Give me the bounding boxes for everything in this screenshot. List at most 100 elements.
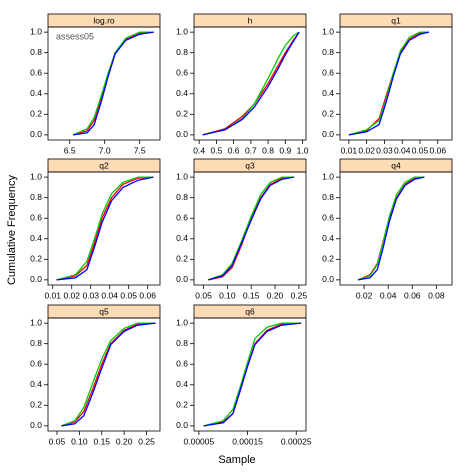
ecdf-line xyxy=(348,31,430,136)
x-tick-label: 0.06 xyxy=(404,290,421,300)
panel-frame xyxy=(339,171,453,286)
ecdf-line xyxy=(348,31,429,136)
panel-title: q4 xyxy=(391,160,401,170)
ecdf-line xyxy=(202,31,300,136)
y-tick-label: 0.2 xyxy=(176,400,188,410)
x-tick-label: 0.00015 xyxy=(232,436,263,446)
y-tick-label: 0.6 xyxy=(322,67,334,77)
y-tick-label: 0.8 xyxy=(30,192,42,202)
x-tick-label: 0.4 xyxy=(193,145,205,155)
x-tick-label: 0.02 xyxy=(63,290,80,300)
y-tick-label: 0.8 xyxy=(30,47,42,57)
ecdf-line xyxy=(203,322,302,427)
ecdf-line xyxy=(73,31,154,136)
annotation: assess05 xyxy=(56,31,94,41)
y-tick-label: 0.8 xyxy=(322,47,334,57)
x-axis-label: Sample xyxy=(218,454,255,466)
panel-title: log.ro xyxy=(93,15,115,25)
y-tick-label: 0.8 xyxy=(176,338,188,348)
y-tick-label: 0.4 xyxy=(30,379,42,389)
panel-frame xyxy=(193,26,307,141)
x-tick-label: 0.10 xyxy=(219,290,236,300)
panel-title: q5 xyxy=(99,306,109,316)
panel-frame xyxy=(193,171,307,286)
x-tick-label: 0.06 xyxy=(139,290,156,300)
y-tick-label: 0.4 xyxy=(176,379,188,389)
ecdf-line xyxy=(357,176,425,281)
x-tick-label: 0.15 xyxy=(93,436,110,446)
y-tick-label: 1.0 xyxy=(30,317,42,327)
y-tick-label: 0.2 xyxy=(176,109,188,119)
y-tick-label: 0.2 xyxy=(30,254,42,264)
panel-title: q6 xyxy=(245,306,255,316)
x-tick-label: 0.08 xyxy=(428,290,445,300)
x-tick-label: 0.00025 xyxy=(281,436,312,446)
ecdf-line xyxy=(357,176,425,281)
ecdf-line xyxy=(357,176,425,281)
x-tick-label: 0.04 xyxy=(380,290,397,300)
panel-frame xyxy=(47,171,161,286)
ecdf-line xyxy=(72,31,154,136)
ecdf-line xyxy=(202,31,300,136)
x-tick-label: 0.5 xyxy=(210,145,222,155)
y-tick-label: 0.4 xyxy=(322,233,334,243)
x-tick-label: 0.20 xyxy=(116,436,133,446)
panel-title: h xyxy=(248,15,253,25)
ecdf-line xyxy=(203,322,302,427)
y-tick-label: 0.2 xyxy=(30,109,42,119)
y-tick-label: 0.8 xyxy=(322,192,334,202)
y-tick-label: 0.4 xyxy=(30,88,42,98)
y-tick-label: 0.8 xyxy=(176,47,188,57)
x-tick-label: 0.25 xyxy=(291,290,308,300)
y-tick-label: 0.0 xyxy=(30,420,42,430)
ecdf-line xyxy=(61,322,156,427)
x-tick-label: 1.0 xyxy=(297,145,309,155)
y-tick-label: 0.4 xyxy=(176,233,188,243)
y-axis-label: Cumulative Frequency xyxy=(6,174,18,285)
x-tick-label: 0.02 xyxy=(356,290,373,300)
x-tick-label: 0.20 xyxy=(267,290,284,300)
y-tick-label: 0.0 xyxy=(176,129,188,139)
ecdf-line xyxy=(56,176,154,281)
x-tick-label: 0.03 xyxy=(376,145,393,155)
y-tick-label: 0.2 xyxy=(30,400,42,410)
y-tick-label: 0.0 xyxy=(30,129,42,139)
y-tick-label: 0.6 xyxy=(176,67,188,77)
x-tick-label: 0.04 xyxy=(101,290,118,300)
y-tick-label: 1.0 xyxy=(322,171,334,181)
y-tick-label: 0.4 xyxy=(176,88,188,98)
y-tick-label: 0.2 xyxy=(322,109,334,119)
ecdf-line xyxy=(202,31,300,136)
y-tick-label: 0.6 xyxy=(322,212,334,222)
ecdf-line xyxy=(203,322,302,427)
y-tick-label: 1.0 xyxy=(176,317,188,327)
y-tick-label: 0.0 xyxy=(176,274,188,284)
y-tick-label: 1.0 xyxy=(30,26,42,36)
y-tick-label: 0.0 xyxy=(176,420,188,430)
x-tick-label: 7.5 xyxy=(134,145,146,155)
x-tick-label: 0.03 xyxy=(82,290,99,300)
y-tick-label: 0.6 xyxy=(30,358,42,368)
ecdf-line xyxy=(56,176,154,281)
x-tick-label: 0.01 xyxy=(341,145,358,155)
ecdf-line xyxy=(73,31,154,136)
x-tick-label: 0.6 xyxy=(228,145,240,155)
ecdf-line xyxy=(61,322,156,427)
x-tick-label: 6.5 xyxy=(64,145,76,155)
x-tick-label: 0.25 xyxy=(138,436,155,446)
ecdf-line xyxy=(208,176,295,281)
panel-title: q3 xyxy=(245,160,255,170)
y-tick-label: 0.8 xyxy=(176,192,188,202)
y-tick-label: 0.4 xyxy=(30,233,42,243)
x-tick-label: 0.15 xyxy=(243,290,260,300)
y-tick-label: 1.0 xyxy=(30,171,42,181)
x-tick-label: 0.06 xyxy=(430,145,447,155)
x-tick-label: 0.02 xyxy=(358,145,375,155)
panel-frame xyxy=(339,26,453,141)
panel-title: q1 xyxy=(391,15,401,25)
y-tick-label: 0.8 xyxy=(30,338,42,348)
y-tick-label: 0.0 xyxy=(322,129,334,139)
panel-frame xyxy=(47,317,161,432)
ecdf-line xyxy=(56,176,154,281)
